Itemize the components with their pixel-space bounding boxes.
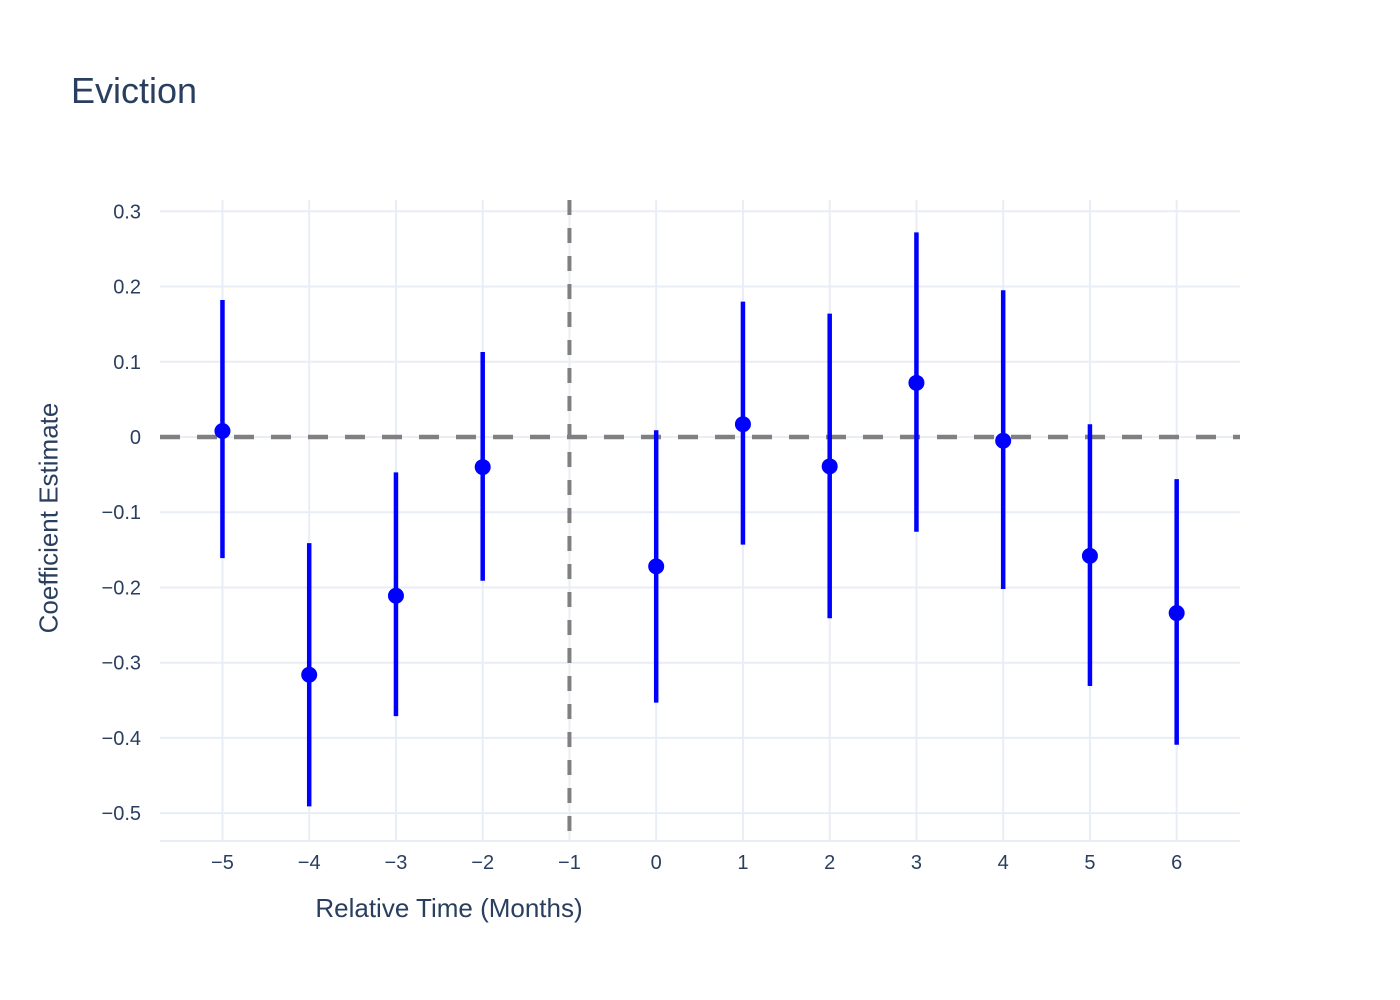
data-point [301,666,318,683]
x-tick-label: 2 [824,852,835,874]
x-tick-label: 4 [998,852,1009,874]
y-tick-label: 0 [130,427,141,449]
y-tick-label: 0.3 [113,201,141,223]
y-tick-label: −0.1 [102,502,141,524]
data-point [908,374,925,391]
x-tick-label: −5 [211,852,234,874]
x-axis-title-row: Relative Time (Months) [0,893,1400,924]
x-tick-label: −4 [298,852,321,874]
data-point [734,416,751,433]
x-tick-label: −3 [385,852,408,874]
y-tick-label: 0.1 [113,352,141,374]
x-tick-label: 3 [911,852,922,874]
y-tick-label: −0.3 [102,653,141,675]
x-tick-label: 5 [1084,852,1095,874]
x-tick-label: 1 [737,852,748,874]
x-tick-label: 6 [1171,852,1182,874]
y-tick-label: 0.2 [113,277,141,299]
data-point [1081,547,1098,564]
data-point [214,422,231,439]
data-point [387,587,404,604]
y-axis-title: Coefficient Estimate [33,402,64,634]
x-tick-label: 0 [651,852,662,874]
data-point [1168,605,1185,622]
data-point [995,432,1012,449]
data-point [648,558,665,575]
y-tick-label: −0.5 [102,803,141,825]
chart-title: Eviction [71,70,198,111]
data-point [821,458,838,475]
data-point [474,459,491,476]
x-axis-title: Relative Time (Months) [315,893,583,923]
y-tick-label: −0.2 [102,577,141,599]
y-tick-label: −0.4 [102,728,141,750]
x-tick-label: −1 [558,852,581,874]
x-tick-label: −2 [471,852,494,874]
